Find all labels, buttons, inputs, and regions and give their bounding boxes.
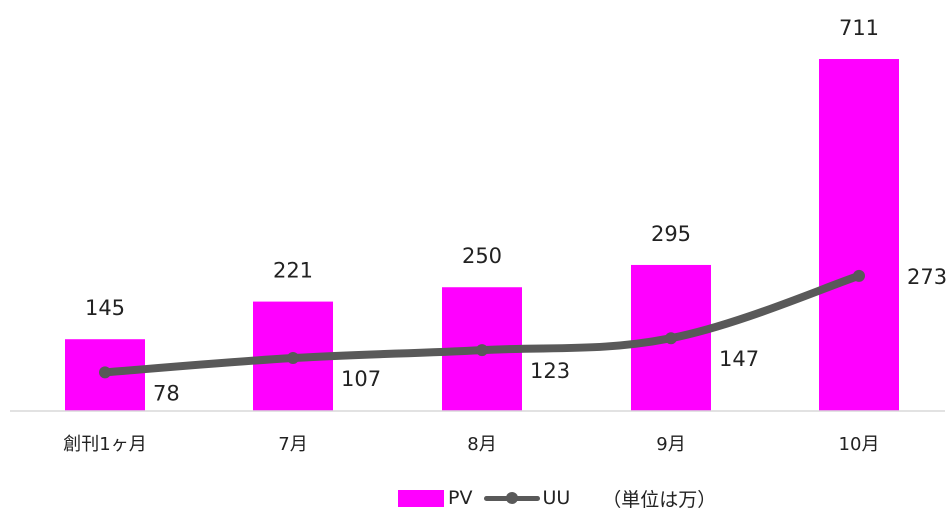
pv-legend-swatch: [398, 489, 444, 507]
legend: PV UU （単位は万）: [398, 484, 716, 512]
uu-point: [665, 332, 677, 345]
x-tick-label: 9月: [656, 434, 685, 455]
uu-legend-swatch: [484, 489, 541, 507]
pv-bars: [65, 59, 899, 411]
x-axis-tick-labels: 創刊1ヶ月 7月 8月 9月 10月: [63, 434, 879, 455]
x-tick-label: 7月: [278, 434, 307, 455]
pv-bar: [819, 59, 899, 411]
x-tick-label: 10月: [839, 434, 880, 455]
uu-value-label: 107: [341, 367, 381, 391]
uu-value-label: 273: [907, 265, 947, 289]
pv-value-label: 250: [462, 244, 502, 268]
pv-legend-label: PV: [448, 487, 473, 509]
pv-value-label: 221: [273, 259, 313, 283]
uu-value-label: 123: [530, 359, 570, 383]
x-tick-label: 8月: [467, 434, 496, 455]
uu-value-label: 147: [719, 347, 759, 371]
uu-value-label: 78: [153, 381, 180, 405]
uu-legend-label: UU: [542, 487, 571, 509]
uu-point: [99, 366, 111, 379]
uu-line-series: [99, 269, 865, 379]
uu-point: [476, 344, 488, 357]
pv-value-labels: 145 221 250 295 711: [85, 16, 879, 320]
uu-point: [287, 352, 299, 365]
x-tick-label: 創刊1ヶ月: [63, 434, 146, 455]
uu-point: [853, 269, 865, 282]
pv-value-label: 711: [839, 16, 879, 40]
pv-value-label: 145: [85, 296, 125, 320]
pv-value-label: 295: [651, 222, 691, 246]
uu-value-labels: 78 107 123 147 273: [153, 265, 947, 406]
unit-note: （単位は万）: [602, 488, 717, 511]
